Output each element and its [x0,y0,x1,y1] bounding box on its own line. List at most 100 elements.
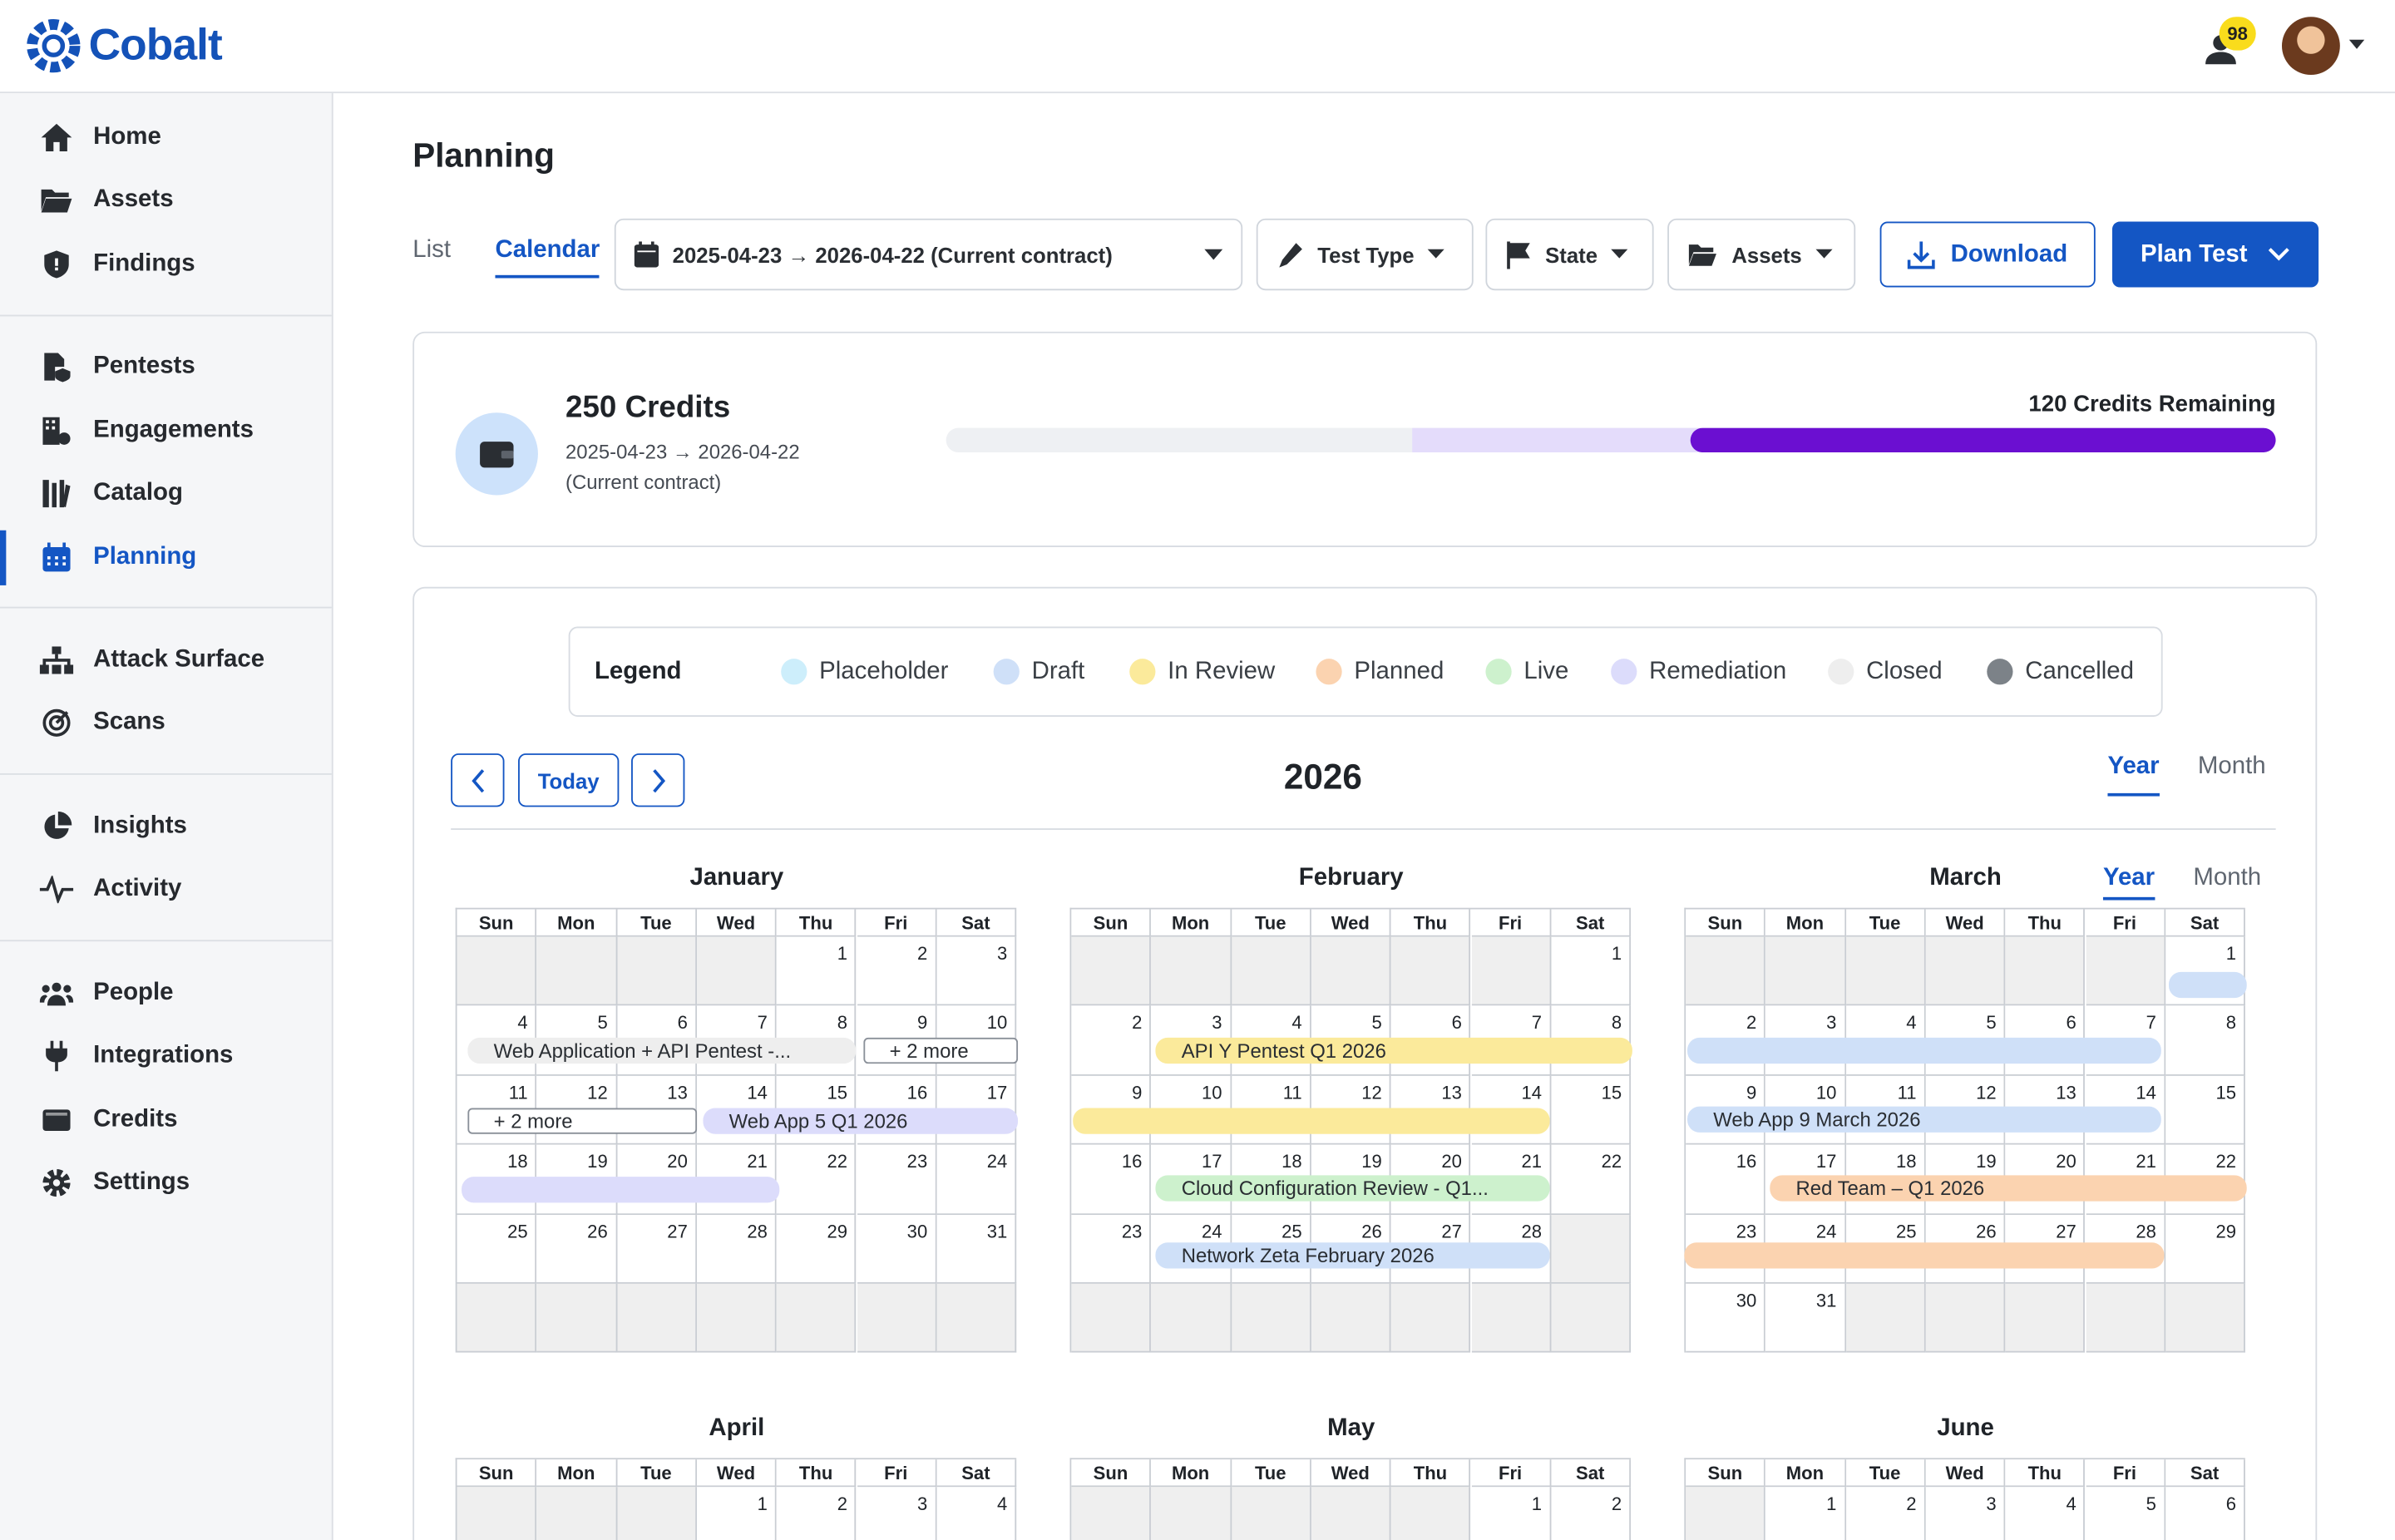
day-cell[interactable]: 16 [1071,1144,1152,1215]
day-cell[interactable]: 22 [1551,1144,1632,1215]
credits-contract: (Current contract) [565,471,722,494]
day-cell[interactable]: 26 [536,1214,617,1284]
day-cell[interactable]: 2 [1071,1006,1152,1076]
tab-list[interactable]: List [412,236,452,264]
day-cell[interactable]: 1 [696,1487,777,1540]
day-cell[interactable]: 8 [2165,1006,2246,1076]
day-cell[interactable]: 5 [2085,1487,2165,1540]
day-cell[interactable]: 15 [1551,1075,1632,1145]
day-cell[interactable]: 24 [936,1144,1017,1215]
event-web-app-5[interactable]: Web App 5 Q1 2026 [703,1108,1019,1134]
event-placeholder[interactable] [2168,971,2247,999]
legend-label: Draft [1031,658,1085,684]
day-cell[interactable]: 29 [776,1214,857,1284]
day-cell[interactable]: 29 [2165,1214,2246,1284]
view-tab-month[interactable]: Month [2197,753,2266,780]
day-cell[interactable]: 31 [1765,1283,1846,1354]
day-cell[interactable]: 25 [457,1214,537,1284]
chevron-down-icon[interactable] [2348,38,2366,51]
sidebar-item-home[interactable]: Home [0,110,332,165]
day-cell[interactable]: 30 [857,1214,937,1284]
event-red-team[interactable]: Red Team – Q1 2026 [1770,1175,2247,1202]
today-button[interactable]: Today [518,753,620,807]
empty-day-cell [1470,1283,1552,1354]
previous-button[interactable] [451,753,505,807]
sidebar-item-label: Home [93,123,161,151]
sidebar-item-activity[interactable]: Activity [0,862,332,917]
sidebar-item-scans[interactable]: Scans [0,695,332,750]
plan-test-button[interactable]: Plan Test [2111,221,2319,288]
sidebar-item-people[interactable]: People [0,966,332,1021]
next-button[interactable] [631,753,685,807]
sidebar-item-engagements[interactable]: Engagements [0,403,332,458]
sidebar-item-catalog[interactable]: Catalog [0,466,332,521]
day-cell[interactable]: 4 [2005,1487,2086,1540]
event-red-team-continued[interactable] [1684,1242,2165,1269]
day-number: 22 [2215,1151,2237,1173]
day-cell[interactable]: 4 [936,1487,1017,1540]
day-cell[interactable]: 16 [1686,1144,1766,1215]
day-cell[interactable]: 1 [1551,936,1632,1007]
sidebar-item-assets[interactable]: Assets [0,173,332,228]
day-cell[interactable]: 15 [2165,1075,2246,1145]
event-api-y-pentest[interactable]: API Y Pentest Q1 2026 [1155,1037,1632,1064]
day-cell[interactable]: 2 [776,1487,857,1540]
event-cloud-configuration-review[interactable]: Cloud Configuration Review - Q1... [1155,1175,1550,1202]
day-number: 16 [1121,1151,1143,1173]
event-web-app-9[interactable]: Web App 9 March 2026 [1687,1106,2161,1133]
event-network-zeta[interactable]: Network Zeta February 2026 [1155,1242,1550,1269]
month-view-tab-month[interactable]: Month [2193,865,2262,891]
sidebar-item-planning[interactable]: Planning [0,530,332,585]
event-web-application-api-pentest[interactable]: Web Application + API Pentest -... [467,1037,857,1064]
day-cell[interactable]: 1 [776,936,857,1007]
day-cell[interactable]: 3 [936,936,1017,1007]
notifications-button[interactable]: 98 [2202,17,2256,67]
day-cell[interactable]: 6 [2165,1487,2246,1540]
shield-icon [40,248,73,281]
day-cell[interactable]: 27 [616,1214,697,1284]
more-events-button[interactable]: + 2 more [467,1108,698,1134]
sidebar-item-credits[interactable]: Credits [0,1093,332,1148]
sidebar-item-attack-surface[interactable]: Attack Surface [0,633,332,688]
day-cell[interactable]: 23 [1071,1214,1152,1284]
sidebar-item-insights[interactable]: Insights [0,799,332,854]
day-cell[interactable]: 31 [936,1214,1017,1284]
folder-icon [1688,244,1716,265]
user-avatar[interactable] [2281,17,2340,76]
day-cell[interactable]: 1 [1765,1487,1846,1540]
date-range-filter[interactable]: 2025-04-23 → 2026-04-22 (Current contrac… [614,218,1243,291]
date-range-label: 2025-04-23 → 2026-04-22 (Current contrac… [672,242,1113,267]
event-web-app-5-continued[interactable] [462,1177,780,1203]
download-button[interactable]: Download [1879,221,2096,288]
test-type-filter[interactable]: Test Type [1256,218,1474,291]
day-cell[interactable]: 22 [776,1144,857,1215]
weekday-header: Tue [616,1459,697,1488]
day-cell[interactable]: 1 [1470,1487,1552,1540]
cobalt-logo[interactable]: Cobalt [24,15,223,77]
sidebar-item-settings[interactable]: Settings [0,1155,332,1210]
day-cell[interactable]: 2 [857,936,937,1007]
sidebar-item-integrations[interactable]: Integrations [0,1029,332,1083]
empty-day-cell [1551,1283,1632,1354]
assets-filter[interactable]: Assets [1667,218,1856,291]
state-filter[interactable]: State [1485,218,1654,291]
day-number: 20 [2056,1151,2076,1173]
event-api-y-pentest-continued[interactable] [1073,1108,1550,1134]
flag-icon [1507,240,1530,269]
day-cell[interactable]: 2 [1551,1487,1632,1540]
chevron-down-icon [2269,248,2290,261]
sidebar-item-findings[interactable]: Findings [0,237,332,292]
day-number: 25 [1281,1220,1302,1242]
event-draft-march[interactable] [1687,1037,2161,1064]
tab-calendar[interactable]: Calendar [495,237,600,279]
view-tab-year[interactable]: Year [2107,753,2160,797]
day-cell[interactable]: 23 [857,1144,937,1215]
day-cell[interactable]: 2 [1845,1487,1926,1540]
month-view-tab-year[interactable]: Year [2102,865,2156,901]
day-cell[interactable]: 3 [857,1487,937,1540]
more-events-button[interactable]: + 2 more [863,1037,1019,1064]
day-cell[interactable]: 3 [1925,1487,2006,1540]
day-cell[interactable]: 30 [1686,1283,1766,1354]
sidebar-item-pentests[interactable]: Pentests [0,339,332,394]
day-cell[interactable]: 28 [696,1214,777,1284]
